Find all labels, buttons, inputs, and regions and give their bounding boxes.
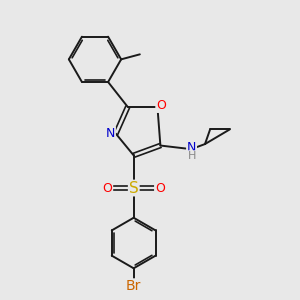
Text: O: O xyxy=(103,182,112,194)
Text: N: N xyxy=(106,127,115,140)
Text: Br: Br xyxy=(126,279,141,293)
Text: O: O xyxy=(155,182,165,194)
Text: N: N xyxy=(187,140,196,154)
Text: O: O xyxy=(156,99,166,112)
Text: S: S xyxy=(129,181,139,196)
Text: H: H xyxy=(188,151,196,161)
